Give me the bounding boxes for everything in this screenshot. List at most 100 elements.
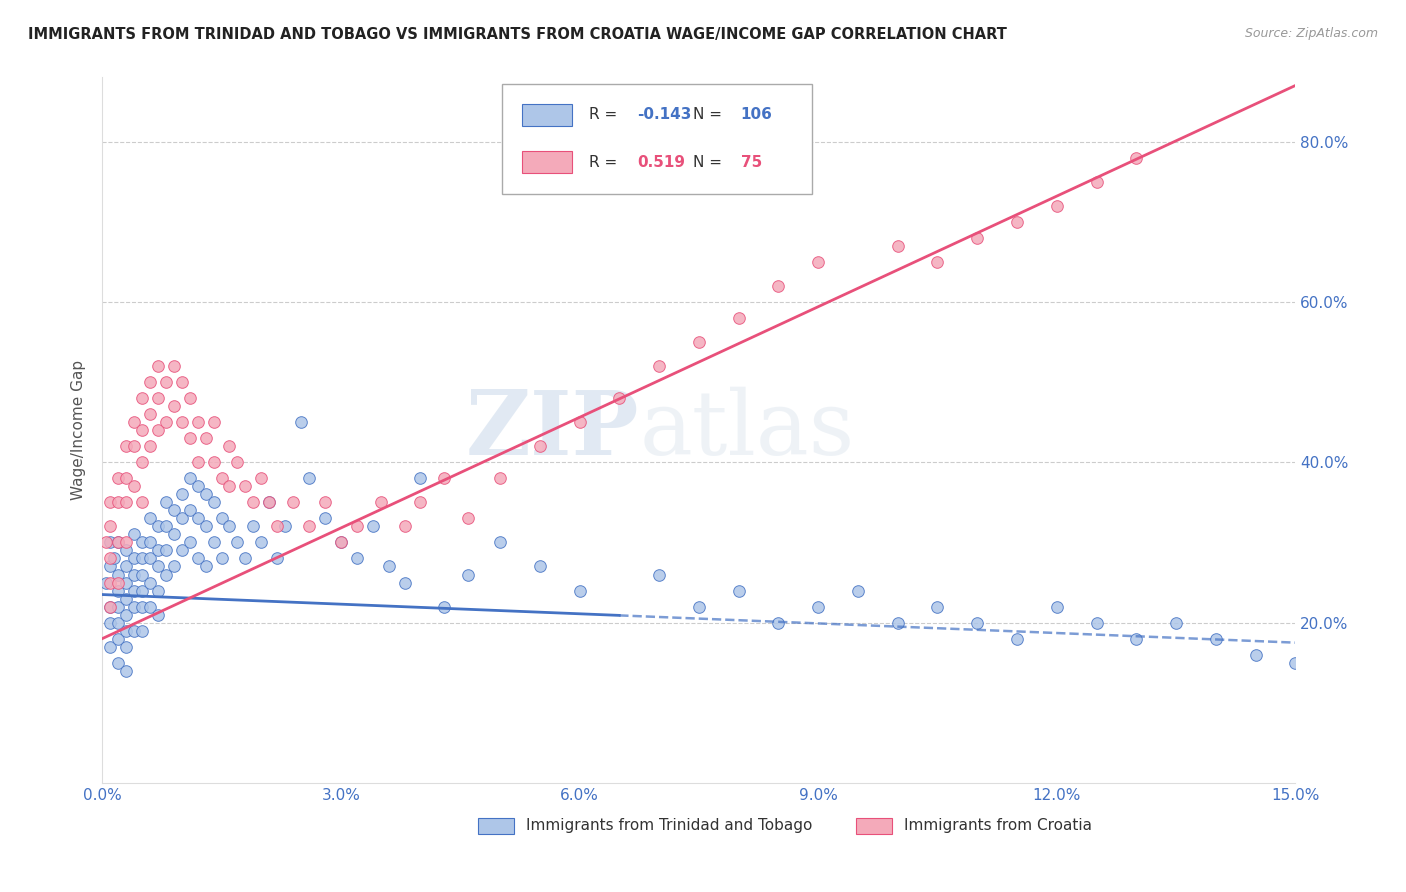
Point: [107, 535, 129, 549]
Point: [139, 575, 162, 590]
Point: [807, 255, 830, 269]
Point: [98, 495, 121, 509]
Point: [194, 487, 217, 501]
Point: [115, 543, 138, 558]
Point: [202, 415, 225, 429]
Point: [122, 567, 145, 582]
Point: [266, 519, 288, 533]
Point: [727, 583, 749, 598]
Text: -0.143: -0.143: [637, 107, 692, 122]
Point: [187, 455, 209, 469]
FancyBboxPatch shape: [522, 103, 572, 126]
Point: [107, 575, 129, 590]
Point: [768, 615, 790, 630]
Point: [131, 391, 153, 405]
Point: [648, 567, 671, 582]
Point: [115, 471, 138, 485]
Point: [607, 391, 630, 405]
Point: [314, 495, 336, 509]
Point: [98, 559, 121, 574]
Point: [329, 535, 352, 549]
Point: [727, 310, 749, 325]
Point: [298, 519, 321, 533]
Point: [179, 503, 201, 517]
Point: [98, 640, 121, 654]
Point: [146, 359, 169, 373]
Text: R =: R =: [589, 154, 627, 169]
Point: [170, 487, 193, 501]
Point: [155, 567, 177, 582]
Point: [457, 567, 479, 582]
Point: [107, 495, 129, 509]
Text: atlas: atlas: [640, 386, 855, 474]
Point: [1085, 175, 1108, 189]
Point: [98, 519, 121, 533]
Point: [1005, 215, 1028, 229]
Text: 106: 106: [741, 107, 772, 122]
Point: [361, 519, 384, 533]
Point: [1005, 632, 1028, 646]
Point: [568, 415, 591, 429]
Point: [115, 439, 138, 453]
Point: [409, 495, 432, 509]
Point: [1046, 199, 1069, 213]
Point: [768, 278, 790, 293]
Point: [115, 591, 138, 606]
Point: [807, 599, 830, 614]
Point: [170, 511, 193, 525]
Point: [131, 535, 153, 549]
Point: [1125, 632, 1147, 646]
Point: [179, 471, 201, 485]
Point: [226, 455, 249, 469]
Point: [409, 471, 432, 485]
Text: Immigrants from Trinidad and Tobago: Immigrants from Trinidad and Tobago: [526, 818, 813, 833]
Point: [146, 607, 169, 622]
Point: [98, 551, 121, 566]
Point: [103, 551, 125, 566]
Y-axis label: Wage/Income Gap: Wage/Income Gap: [72, 360, 86, 500]
Point: [131, 423, 153, 437]
Point: [226, 535, 249, 549]
Point: [139, 535, 162, 549]
Point: [1085, 615, 1108, 630]
Point: [115, 535, 138, 549]
Text: 75: 75: [741, 154, 762, 169]
Point: [211, 511, 233, 525]
Point: [218, 519, 240, 533]
Point: [187, 415, 209, 429]
Point: [568, 583, 591, 598]
Point: [218, 439, 240, 453]
Point: [170, 375, 193, 389]
Point: [202, 495, 225, 509]
Point: [1244, 648, 1267, 662]
Point: [194, 519, 217, 533]
Point: [155, 495, 177, 509]
Text: Source: ZipAtlas.com: Source: ZipAtlas.com: [1244, 27, 1378, 40]
Point: [242, 495, 264, 509]
Point: [146, 391, 169, 405]
Point: [370, 495, 392, 509]
Point: [115, 607, 138, 622]
Point: [107, 599, 129, 614]
Point: [107, 471, 129, 485]
Text: 0.519: 0.519: [637, 154, 685, 169]
Point: [122, 624, 145, 638]
Point: [886, 239, 908, 253]
Point: [107, 535, 129, 549]
Text: R =: R =: [589, 107, 623, 122]
Point: [163, 527, 186, 541]
Point: [131, 583, 153, 598]
Point: [115, 575, 138, 590]
Point: [98, 599, 121, 614]
Point: [218, 479, 240, 493]
Point: [250, 535, 273, 549]
Point: [98, 615, 121, 630]
Point: [966, 615, 988, 630]
Point: [1046, 599, 1069, 614]
Point: [648, 359, 671, 373]
Point: [146, 423, 169, 437]
Point: [115, 640, 138, 654]
Point: [179, 431, 201, 445]
Point: [1284, 656, 1306, 670]
Point: [211, 471, 233, 485]
